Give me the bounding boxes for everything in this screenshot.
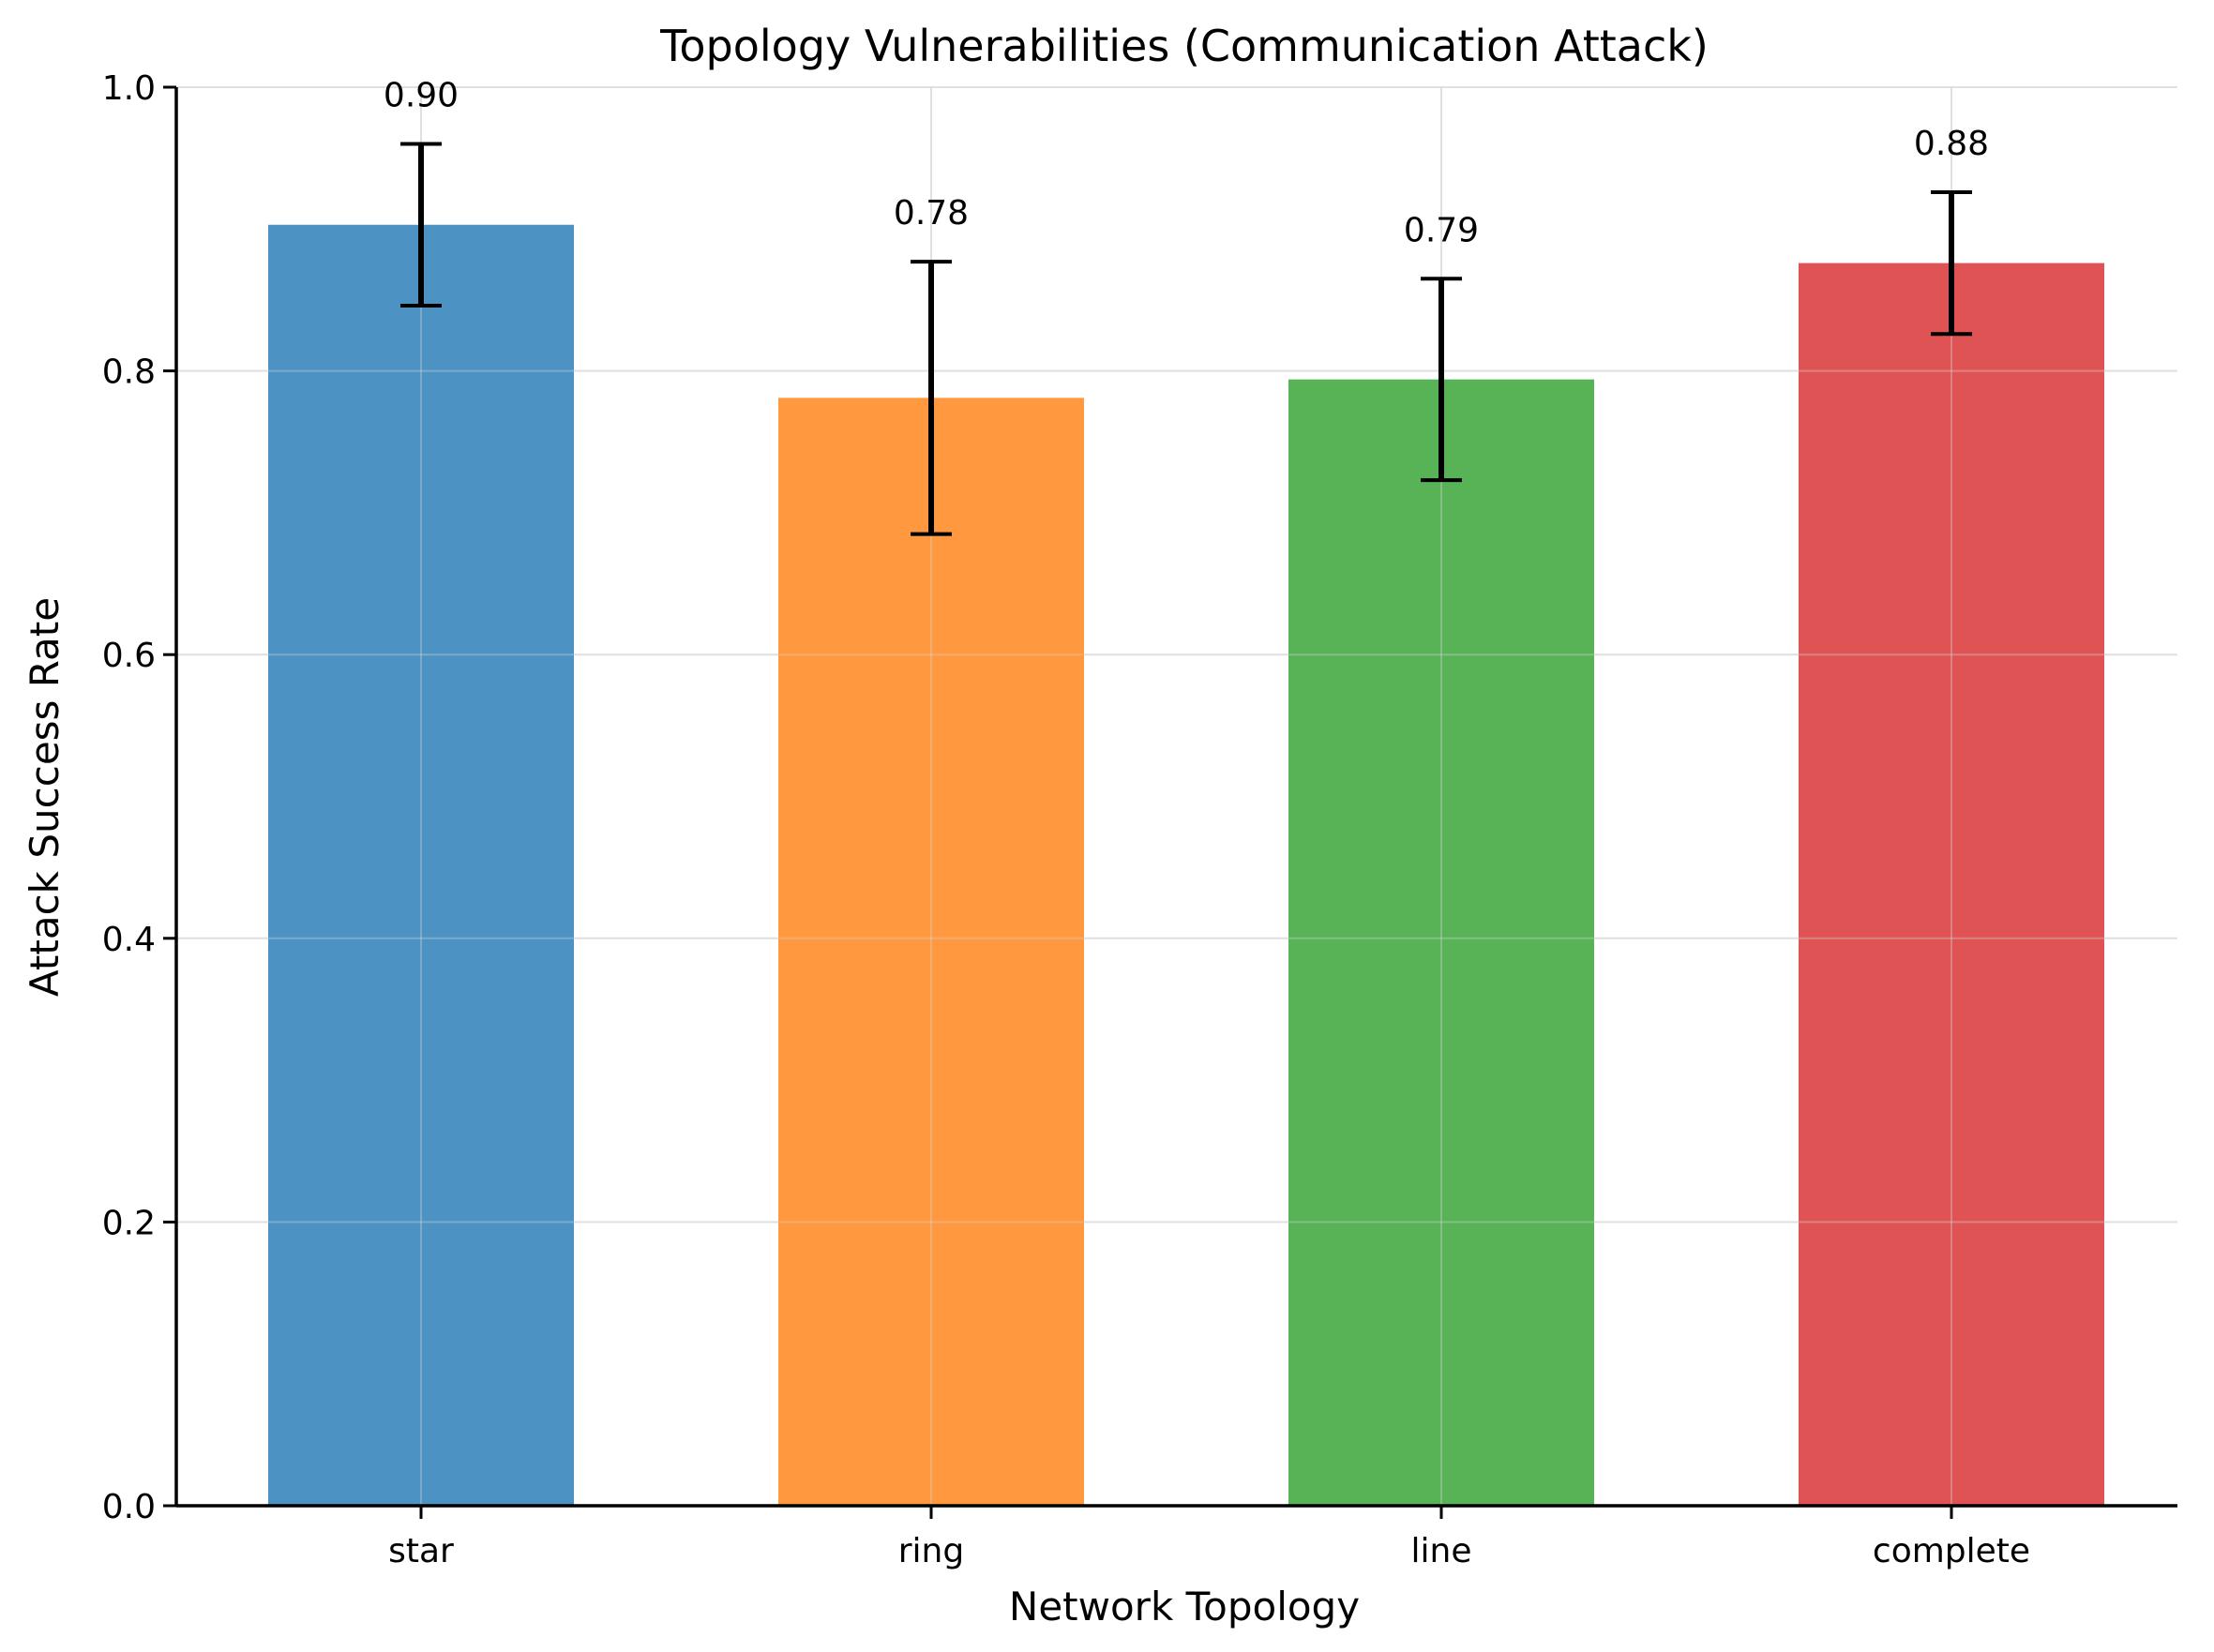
x-tick-label-complete: complete	[1873, 1532, 2030, 1570]
x-tick-label-ring: ring	[898, 1532, 964, 1570]
y-tick-label: 0.0	[102, 1488, 156, 1526]
y-axis-label: Attack Success Rate	[22, 597, 68, 997]
error-bar-complete	[1931, 189, 1972, 337]
chart-title: Topology Vulnerabilities (Communication …	[659, 21, 1709, 71]
data-label-ring: 0.78	[894, 194, 969, 233]
y-tick-label: 0.2	[102, 1204, 156, 1242]
ticks: 0.0 0.2 0.4 0.6 0.8 1.0 star ring line complete	[102, 69, 2030, 1570]
error-bar-ring	[911, 260, 952, 536]
bar-complete	[1799, 263, 2104, 1506]
bar-star	[268, 224, 574, 1507]
error-bar-star	[400, 142, 442, 308]
data-label-star: 0.90	[384, 77, 459, 115]
data-label-line: 0.79	[1404, 211, 1479, 249]
bar-ring	[778, 398, 1084, 1507]
y-tick-label: 0.6	[102, 637, 156, 675]
x-tick-label-line: line	[1411, 1532, 1472, 1570]
bars	[268, 224, 2104, 1507]
bar-line	[1288, 379, 1594, 1507]
x-tick-label-star: star	[388, 1532, 454, 1570]
y-tick-label: 1.0	[102, 69, 156, 108]
axes	[174, 87, 2177, 1508]
error-bar-line	[1421, 277, 1462, 483]
x-axis-label: Network Topology	[1009, 1584, 1360, 1629]
y-tick-label: 0.8	[102, 353, 156, 392]
y-tick-label: 0.4	[102, 921, 156, 959]
data-labels: 0.90 0.78 0.79 0.88	[384, 77, 1989, 250]
data-label-complete: 0.88	[1914, 125, 1989, 163]
